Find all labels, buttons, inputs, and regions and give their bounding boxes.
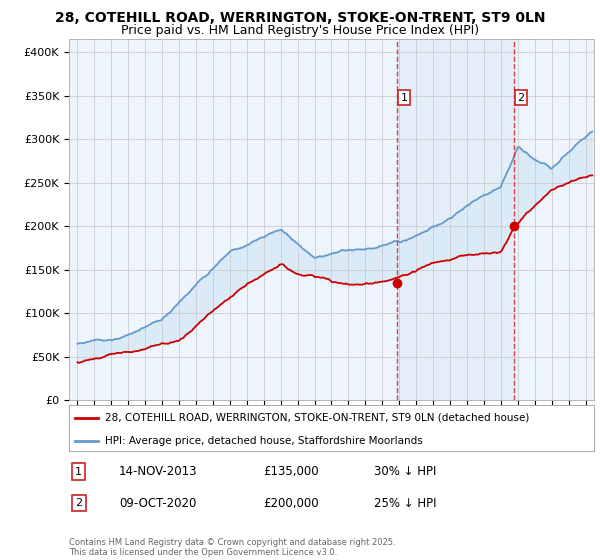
Text: £200,000: £200,000 <box>263 497 319 510</box>
Text: 2: 2 <box>517 92 524 102</box>
Text: 1: 1 <box>400 92 407 102</box>
Text: 1: 1 <box>76 466 82 477</box>
Text: 28, COTEHILL ROAD, WERRINGTON, STOKE-ON-TRENT, ST9 0LN: 28, COTEHILL ROAD, WERRINGTON, STOKE-ON-… <box>55 11 545 25</box>
Text: HPI: Average price, detached house, Staffordshire Moorlands: HPI: Average price, detached house, Staf… <box>105 436 422 446</box>
Bar <box>397 39 514 400</box>
Text: 28, COTEHILL ROAD, WERRINGTON, STOKE-ON-TRENT, ST9 0LN (detached house): 28, COTEHILL ROAD, WERRINGTON, STOKE-ON-… <box>105 413 529 423</box>
Text: 09-OCT-2020: 09-OCT-2020 <box>119 497 196 510</box>
Text: £135,000: £135,000 <box>263 465 319 478</box>
Text: Price paid vs. HM Land Registry's House Price Index (HPI): Price paid vs. HM Land Registry's House … <box>121 24 479 36</box>
Text: 2: 2 <box>76 498 82 508</box>
Text: 25% ↓ HPI: 25% ↓ HPI <box>373 497 436 510</box>
Text: Contains HM Land Registry data © Crown copyright and database right 2025.
This d: Contains HM Land Registry data © Crown c… <box>69 538 395 557</box>
Text: 30% ↓ HPI: 30% ↓ HPI <box>373 465 436 478</box>
Text: 14-NOV-2013: 14-NOV-2013 <box>119 465 197 478</box>
